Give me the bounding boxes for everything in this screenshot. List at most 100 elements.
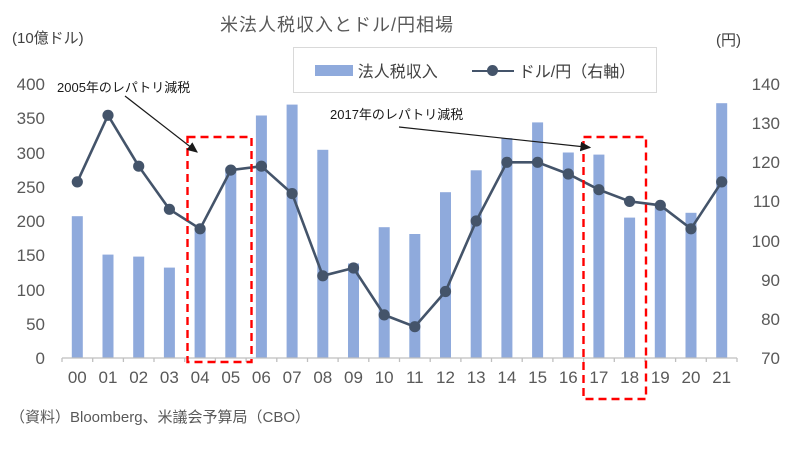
bar-21 bbox=[716, 103, 728, 358]
x-label-17: 17 bbox=[589, 368, 609, 387]
bar-14 bbox=[501, 138, 513, 358]
bar-09 bbox=[348, 263, 359, 358]
right-tick-120: 120 bbox=[751, 153, 780, 173]
bar-20 bbox=[685, 212, 697, 358]
right-tick-90: 90 bbox=[761, 270, 780, 290]
legend-line-label: ドル/円（右軸） bbox=[518, 64, 636, 81]
x-label-18: 18 bbox=[620, 368, 640, 387]
usdjpy-marker-09 bbox=[347, 262, 360, 274]
x-label-07: 07 bbox=[282, 368, 302, 387]
bar-17 bbox=[593, 154, 605, 358]
usdjpy-marker-02 bbox=[133, 160, 145, 172]
x-label-11: 11 bbox=[405, 368, 424, 387]
bar-05 bbox=[225, 167, 237, 358]
left-tick-250: 250 bbox=[16, 177, 45, 197]
x-label-09: 09 bbox=[344, 368, 363, 387]
usdjpy-marker-13 bbox=[470, 215, 482, 227]
legend-item-line: ドル/円（右軸） bbox=[471, 58, 636, 82]
right-tick-140: 140 bbox=[751, 75, 780, 94]
bar-13 bbox=[470, 170, 482, 358]
usdjpy-marker-18 bbox=[624, 195, 636, 207]
bar-08 bbox=[317, 149, 329, 358]
bar-16 bbox=[562, 152, 574, 358]
usdjpy-marker-03 bbox=[163, 203, 175, 215]
right-tick-110: 110 bbox=[752, 192, 780, 212]
usdjpy-marker-04 bbox=[194, 223, 206, 235]
usdjpy-marker-17 bbox=[593, 184, 605, 196]
usdjpy-marker-05 bbox=[225, 164, 237, 176]
x-label-20: 20 bbox=[681, 368, 701, 387]
x-label-03: 03 bbox=[159, 368, 179, 387]
x-label-21: 21 bbox=[712, 368, 732, 387]
left-tick-350: 350 bbox=[16, 109, 45, 129]
bar-19 bbox=[654, 207, 666, 358]
usdjpy-marker-12 bbox=[439, 285, 452, 298]
bar-18 bbox=[624, 217, 636, 358]
left-tick-100: 100 bbox=[16, 280, 45, 300]
usdjpy-line bbox=[76, 112, 723, 329]
source-note: （資料）Bloomberg、米議会予算局（CBO） bbox=[10, 409, 311, 426]
usdjpy-marker-16 bbox=[562, 168, 574, 180]
usdjpy-marker-01 bbox=[102, 109, 114, 121]
left-tick-150: 150 bbox=[16, 246, 45, 266]
x-label-05: 05 bbox=[221, 368, 241, 387]
x-label-12: 12 bbox=[436, 368, 455, 387]
left-tick-200: 200 bbox=[16, 212, 45, 231]
x-label-10: 10 bbox=[374, 368, 394, 387]
x-label-19: 19 bbox=[650, 368, 670, 387]
usdjpy-marker-06 bbox=[255, 160, 267, 172]
legend-item-bar: 法人税収入 bbox=[314, 58, 438, 82]
bar-06 bbox=[255, 115, 267, 358]
left-tick-0: 0 bbox=[35, 349, 45, 368]
left-axis-unit: (10億ドル) bbox=[12, 30, 84, 47]
bar-07 bbox=[286, 104, 298, 358]
usdjpy-marker-00 bbox=[71, 176, 83, 188]
bar-02 bbox=[133, 256, 145, 358]
x-label-08: 08 bbox=[313, 368, 333, 387]
highlight-box-17-18 bbox=[582, 135, 648, 401]
usdjpy-marker-11 bbox=[409, 321, 421, 333]
usdjpy-marker-14 bbox=[501, 156, 513, 168]
legend: 法人税収入 ドル/円（右軸） bbox=[293, 47, 657, 93]
line-marker-swatch-icon bbox=[471, 64, 514, 76]
usdjpy-marker-19 bbox=[654, 199, 666, 211]
right-tick-100: 100 bbox=[751, 231, 780, 251]
x-label-13: 13 bbox=[466, 368, 486, 387]
right-tick-130: 130 bbox=[751, 114, 780, 134]
bar-03 bbox=[163, 267, 175, 358]
annotation-2005-label: 2005年のレパトリ減税 bbox=[57, 80, 191, 95]
x-label-04: 04 bbox=[190, 368, 210, 387]
x-label-01: 01 bbox=[98, 368, 118, 387]
x-label-00: 00 bbox=[67, 368, 87, 387]
bar-12 bbox=[440, 192, 451, 358]
left-tick-50: 50 bbox=[26, 314, 45, 334]
bar-04 bbox=[194, 228, 206, 358]
x-label-15: 15 bbox=[528, 368, 548, 387]
bar-11 bbox=[409, 234, 421, 358]
bar-15 bbox=[532, 122, 544, 359]
bar-01 bbox=[102, 254, 114, 358]
left-tick-300: 300 bbox=[16, 143, 45, 163]
usdjpy-marker-07 bbox=[286, 188, 298, 200]
usdjpy-marker-20 bbox=[685, 223, 697, 235]
bar-00 bbox=[71, 216, 83, 358]
x-label-14: 14 bbox=[497, 368, 517, 387]
annotation-arrow-2 bbox=[398, 126, 592, 152]
usdjpy-marker-21 bbox=[716, 176, 728, 188]
right-tick-70: 70 bbox=[761, 349, 780, 368]
x-label-16: 16 bbox=[558, 368, 578, 387]
left-tick-400: 400 bbox=[16, 75, 45, 94]
right-tick-80: 80 bbox=[761, 309, 780, 329]
annotation-2017-label: 2017年のレパトリ減税 bbox=[330, 107, 464, 122]
usdjpy-marker-08 bbox=[317, 270, 329, 282]
bar-swatch-icon bbox=[314, 64, 353, 76]
x-label-06: 06 bbox=[251, 368, 271, 387]
usdjpy-marker-15 bbox=[532, 156, 544, 168]
usdjpy-marker-10 bbox=[378, 309, 390, 321]
legend-bar-label: 法人税収入 bbox=[357, 64, 438, 81]
annotation-arrow-1 bbox=[124, 95, 198, 153]
x-label-02: 02 bbox=[129, 368, 149, 387]
chart-title: 米法人税収入とドル/円相場 bbox=[220, 15, 454, 35]
